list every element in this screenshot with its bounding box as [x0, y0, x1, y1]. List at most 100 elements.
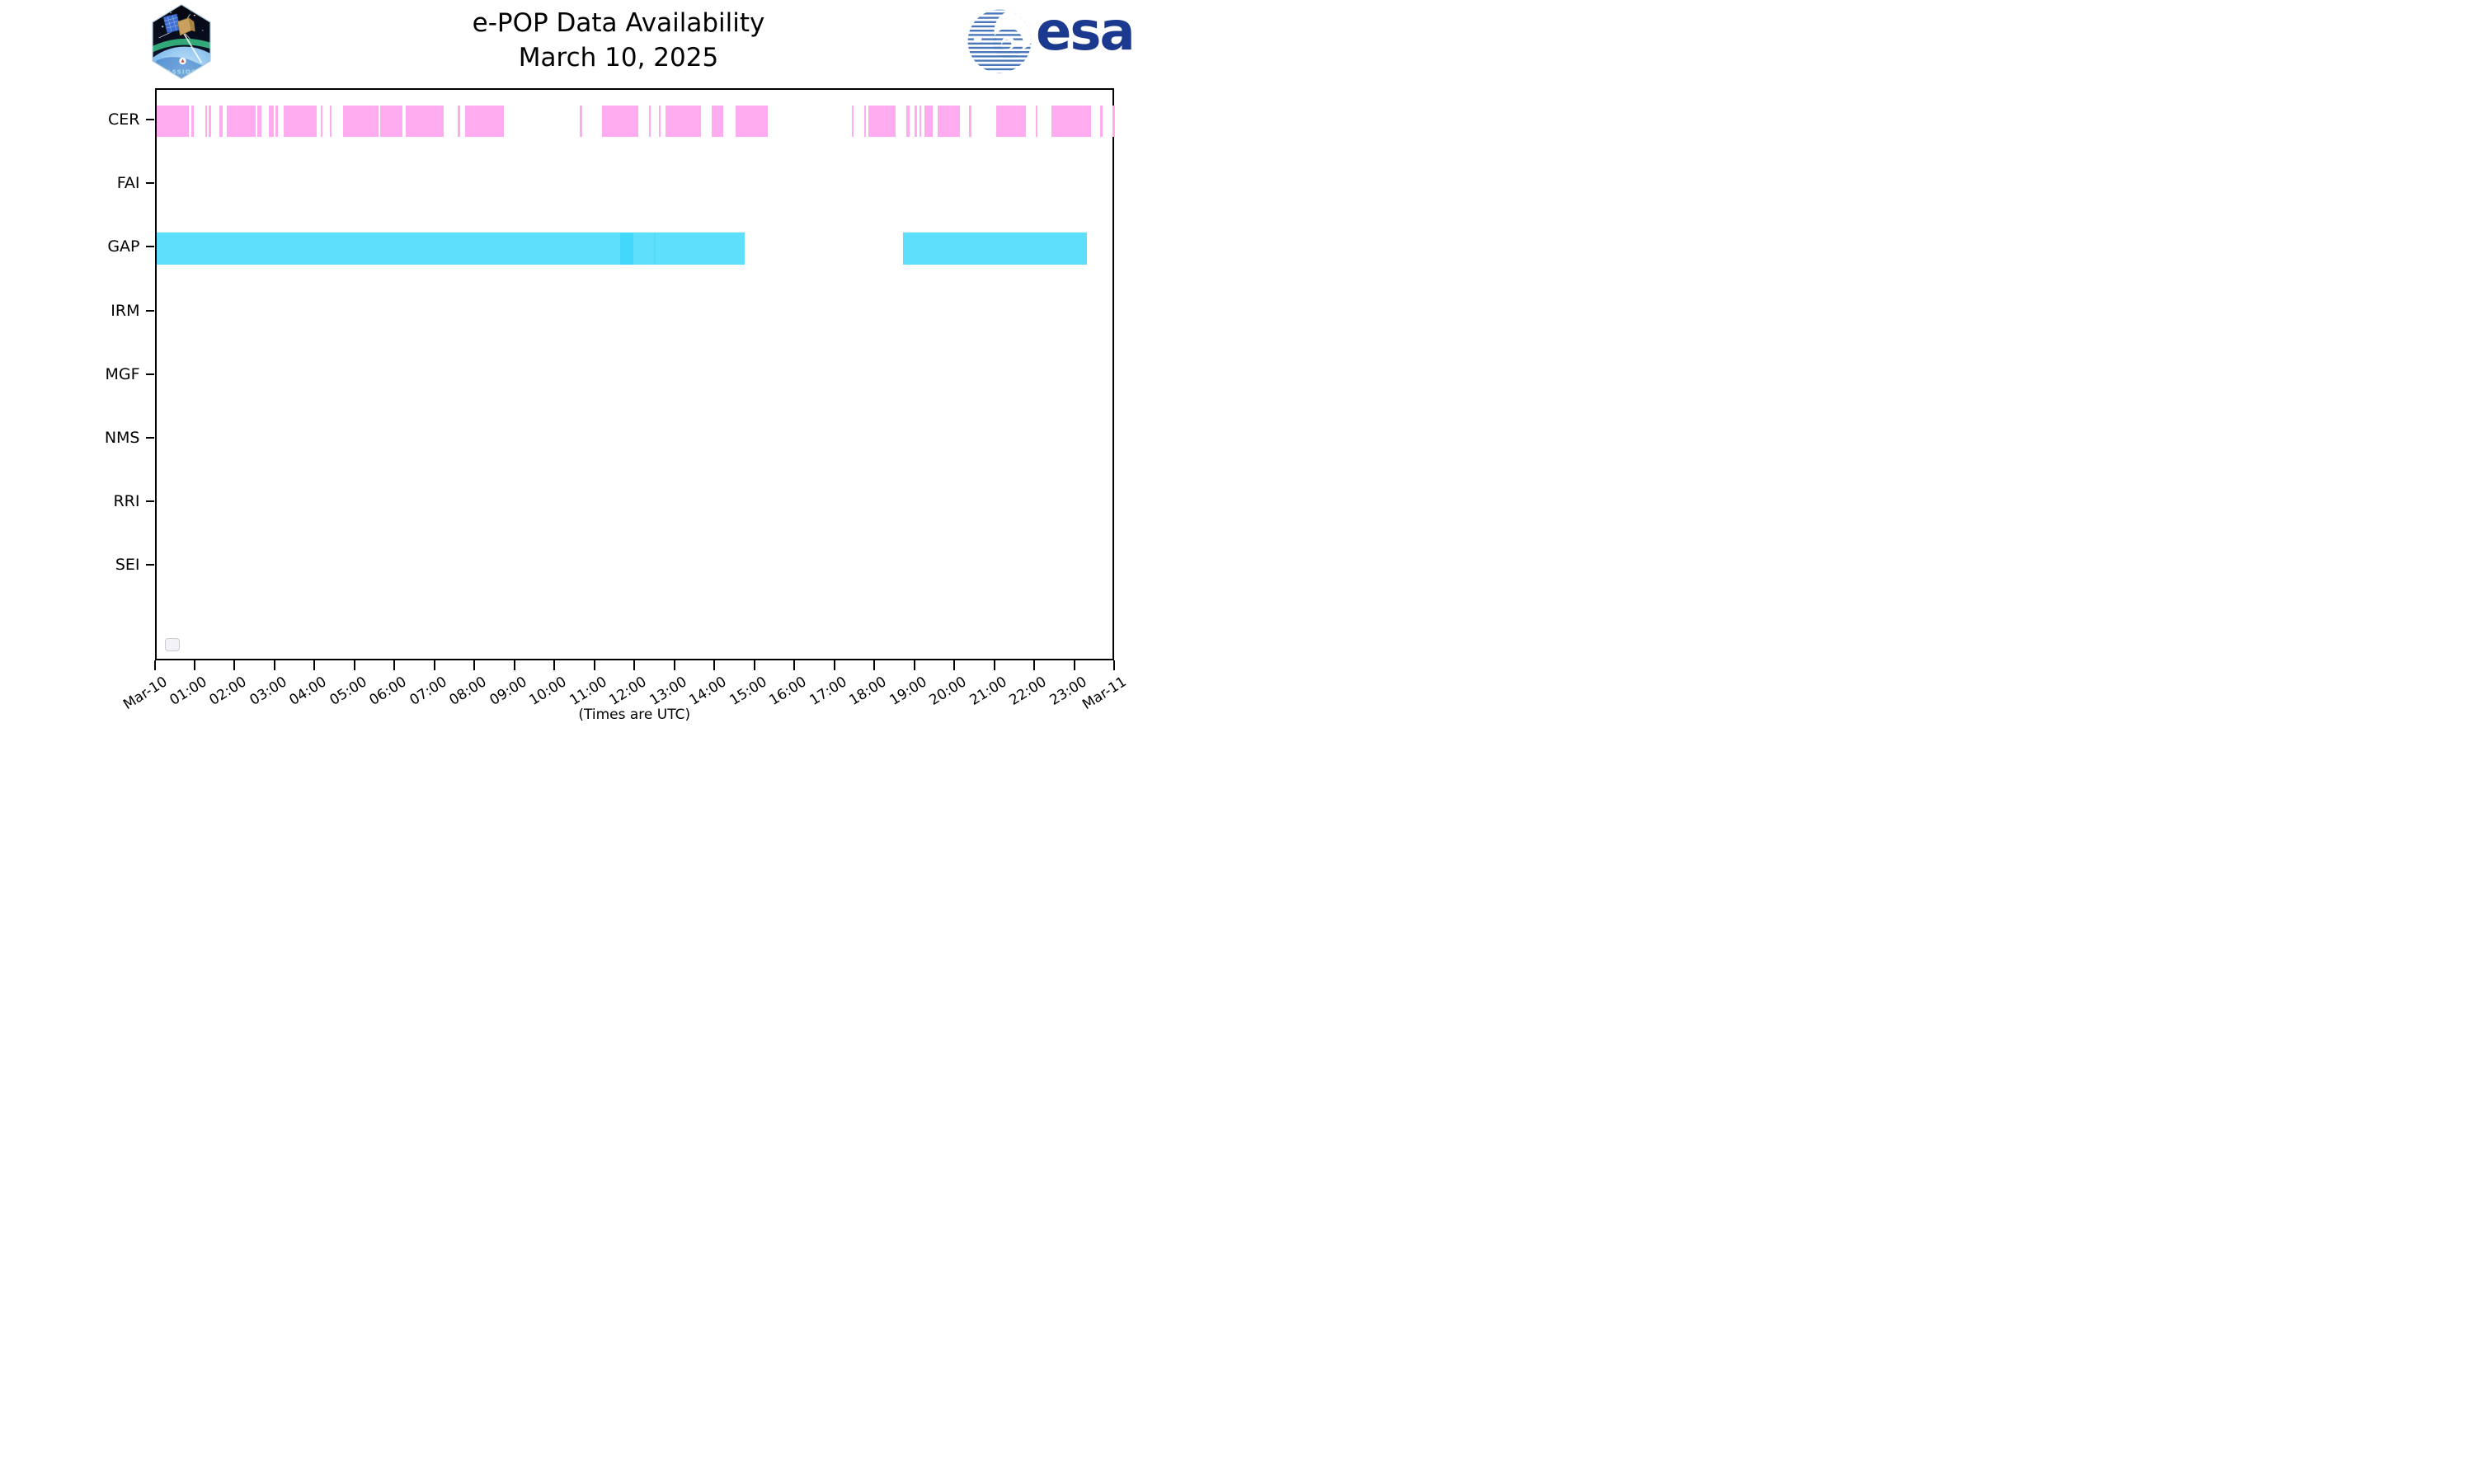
- x-tick-mark: [673, 660, 675, 670]
- availability-bar-cer: [906, 105, 910, 138]
- availability-bar-gap: [156, 232, 745, 265]
- x-tick-mark: [513, 660, 515, 670]
- availability-bar-cer: [601, 105, 638, 138]
- y-tick-mark: [145, 564, 154, 566]
- x-tick-mark: [473, 660, 476, 670]
- empty-legend-box: [164, 637, 180, 651]
- y-tick-label-cer: CER: [108, 110, 140, 129]
- cassiope-mission-patch-logo: CASSIOPE: [150, 2, 213, 81]
- availability-bar-cer: [458, 105, 461, 138]
- y-tick-label-irm: IRM: [111, 301, 140, 320]
- x-tick-label: 11:00: [567, 674, 610, 709]
- y-tick-label-nms: NMS: [104, 428, 140, 447]
- x-tick-mark: [193, 660, 195, 670]
- availability-bar-cer: [735, 105, 769, 138]
- x-tick-label: 08:00: [446, 674, 490, 709]
- availability-bar-cer: [864, 105, 867, 138]
- availability-bar-cer: [226, 105, 256, 138]
- x-tick-label: 12:00: [606, 674, 650, 709]
- availability-bar-cer: [209, 105, 211, 138]
- x-tick-label: 05:00: [327, 674, 370, 709]
- x-tick-mark: [393, 660, 396, 670]
- x-tick-mark: [353, 660, 355, 670]
- x-tick-label: 20:00: [926, 674, 970, 709]
- y-tick-mark: [145, 119, 154, 121]
- x-tick-label: 07:00: [407, 674, 450, 709]
- availability-bar-cer: [920, 105, 922, 138]
- x-tick-label: 19:00: [887, 674, 930, 709]
- availability-bar-cer: [275, 105, 278, 138]
- x-tick-mark: [153, 660, 156, 670]
- availability-bar-cer: [257, 105, 261, 138]
- availability-bar-cer: [1051, 105, 1091, 138]
- chart-title-line2: March 10, 2025: [518, 42, 719, 73]
- y-tick-mark: [145, 436, 154, 439]
- x-tick-mark: [313, 660, 316, 670]
- availability-bar-cer: [284, 105, 317, 138]
- availability-bar-cer: [156, 105, 190, 138]
- x-tick-mark: [1073, 660, 1075, 670]
- availability-bar-cer: [995, 105, 1026, 138]
- availability-bar-cer: [320, 105, 323, 138]
- x-tick-label: 21:00: [967, 674, 1010, 709]
- x-tick-mark: [833, 660, 835, 670]
- y-tick-label-gap: GAP: [107, 237, 140, 256]
- plot-area: [154, 87, 1116, 660]
- availability-bar-cer: [937, 105, 961, 138]
- availability-bar-cer: [924, 105, 933, 138]
- x-tick-label: 02:00: [206, 674, 251, 709]
- availability-bar-cer: [712, 105, 724, 138]
- x-tick-label: 10:00: [526, 674, 570, 709]
- x-tick-mark: [1113, 660, 1115, 670]
- x-tick-label: 17:00: [807, 674, 850, 709]
- x-tick-mark: [553, 660, 556, 670]
- x-tick-mark: [233, 660, 236, 670]
- availability-bar-cer: [658, 105, 661, 138]
- x-tick-label: 18:00: [846, 674, 890, 709]
- x-tick-label: 13:00: [647, 674, 690, 709]
- esa-globe-icon: [967, 9, 1032, 73]
- x-tick-label: 14:00: [686, 674, 730, 709]
- availability-bar-cer: [343, 105, 379, 138]
- availability-bar-cer: [190, 105, 194, 138]
- x-tick-mark: [793, 660, 796, 670]
- availability-bar-cer: [219, 105, 223, 138]
- chart-title: e-POP Data Availability March 10, 2025: [0, 7, 1237, 76]
- x-tick-label: 15:00: [727, 674, 770, 709]
- y-tick-label-rri: RRI: [113, 492, 140, 511]
- cassiope-patch-label: CASSIOPE: [161, 68, 201, 75]
- x-tick-mark: [1033, 660, 1036, 670]
- x-tick-mark: [913, 660, 915, 670]
- availability-overlay-gap: [653, 232, 656, 265]
- availability-bar-cer: [329, 105, 332, 138]
- y-tick-label-mgf: MGF: [105, 364, 140, 383]
- availability-bar-cer: [666, 105, 702, 138]
- x-tick-mark: [953, 660, 956, 670]
- availability-bar-cer: [1100, 105, 1103, 138]
- x-tick-mark: [713, 660, 716, 670]
- x-tick-label: 03:00: [247, 674, 290, 709]
- y-tick-mark: [145, 373, 154, 375]
- x-tick-label: 22:00: [1006, 674, 1050, 709]
- x-tick-label: 04:00: [286, 674, 331, 709]
- x-axis-caption: (Times are UTC): [578, 707, 691, 723]
- availability-bar-cer: [269, 105, 275, 138]
- x-tick-mark: [593, 660, 595, 670]
- chart-title-line1: e-POP Data Availability: [472, 8, 765, 38]
- availability-bar-cer: [464, 105, 505, 138]
- availability-bar-cer: [968, 105, 971, 138]
- esa-wordmark: esa: [1036, 2, 1136, 63]
- y-tick-mark: [145, 182, 154, 185]
- y-tick-mark: [145, 246, 154, 248]
- y-tick-mark: [145, 500, 154, 503]
- cassiope-patch-icon: CASSIOPE: [151, 3, 212, 80]
- y-tick-label-fai: FAI: [116, 174, 140, 193]
- x-tick-mark: [633, 660, 636, 670]
- x-tick-label: 01:00: [167, 674, 210, 709]
- availability-bar-cer: [405, 105, 444, 138]
- x-tick-mark: [753, 660, 755, 670]
- y-tick-label-sei: SEI: [115, 556, 140, 575]
- availability-bar-cer: [205, 105, 207, 138]
- availability-bar-cer: [1112, 105, 1116, 138]
- x-tick-mark: [273, 660, 275, 670]
